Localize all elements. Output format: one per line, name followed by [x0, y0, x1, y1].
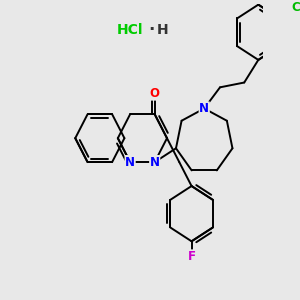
- Text: N: N: [150, 156, 160, 169]
- Text: N: N: [199, 102, 209, 115]
- Text: N: N: [125, 156, 135, 169]
- Text: Cl: Cl: [291, 1, 300, 14]
- Text: HCl: HCl: [117, 22, 143, 37]
- Text: ·: ·: [149, 21, 155, 39]
- Text: F: F: [188, 250, 196, 263]
- Text: H: H: [157, 22, 168, 37]
- Text: O: O: [150, 87, 160, 100]
